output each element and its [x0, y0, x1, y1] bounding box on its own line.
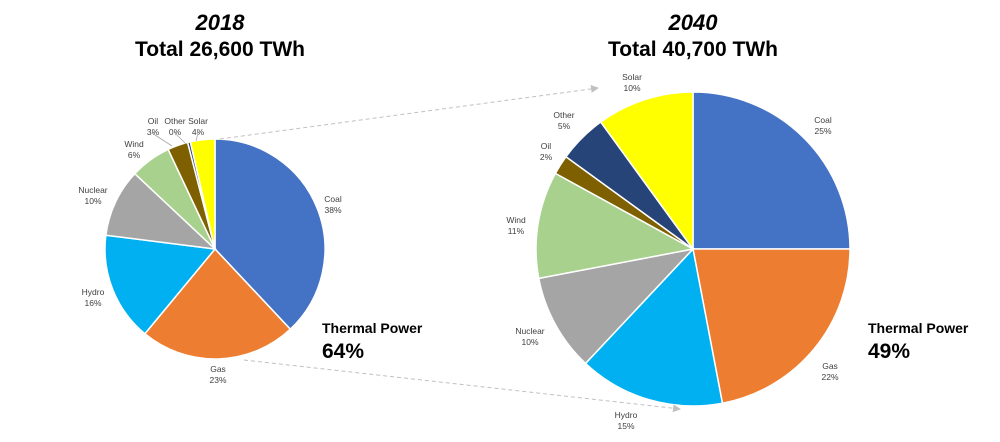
chart-2018-thermal-label: Thermal Power: [322, 320, 423, 336]
chart-2040-slice-coal: [692, 91, 851, 250]
chart-2040-label-oil: Oil: [541, 141, 552, 151]
chart-2040-slice-solar: [599, 91, 694, 252]
chart-2040-value-oil: 2%: [540, 152, 553, 162]
chart-2040-label-nuclear: Nuclear: [515, 326, 544, 336]
chart-2018-label-nuclear: Nuclear: [78, 185, 107, 195]
chart-2040-value-wind: 11%: [508, 226, 525, 236]
chart-2040-slice-wind: [535, 172, 696, 280]
chart-2040-value-hydro: 15%: [617, 421, 634, 431]
chart-2018-slice-gas: [143, 247, 292, 360]
chart-2018-label-solar: Solar: [188, 116, 208, 126]
chart-2040-slice-gas: [692, 248, 851, 405]
chart-2018-leader-oil: [151, 132, 173, 147]
chart-2018-label-coal: Coal: [324, 194, 342, 204]
chart-2018-value-coal: 38%: [324, 205, 341, 215]
chart-2018-value-solar: 4%: [192, 127, 205, 137]
chart-2040-label-gas: Gas: [822, 361, 838, 371]
chart-2018-slice-solar: [189, 138, 216, 250]
chart-2018-title: 2018: [195, 10, 245, 35]
chart-2040-thermal-value: 49%: [868, 340, 911, 363]
connector-line-top: [219, 84, 599, 140]
chart-2040-thermal-label: Thermal Power: [868, 320, 969, 336]
chart-2018-value-gas: 23%: [209, 375, 226, 385]
chart-2018-value-wind: 6%: [128, 150, 141, 160]
chart-2018-label-wind: Wind: [124, 139, 144, 149]
chart-2018-label-hydro: Hydro: [82, 287, 105, 297]
chart-2018-value-other: 0%: [169, 127, 182, 137]
chart-2040-label-coal: Coal: [814, 115, 832, 125]
chart-2018-label-oil: Oil: [148, 116, 159, 126]
chart-2018-value-oil: 3%: [147, 127, 160, 137]
chart-2040-label-solar: Solar: [622, 72, 642, 82]
chart-2018-leader-other: [174, 132, 187, 145]
chart-2018-label-gas: Gas: [210, 364, 226, 374]
chart-2040-value-coal: 25%: [814, 126, 831, 136]
chart-2040-label-wind: Wind: [506, 215, 526, 225]
chart-2018-total: Total 26,600 TWh: [135, 38, 305, 61]
chart-2040-total: Total 40,700 TWh: [608, 38, 778, 61]
chart-2018-thermal-value: 64%: [322, 340, 365, 363]
chart-2018-label-other: Other: [164, 116, 185, 126]
chart-2018-value-nuclear: 10%: [84, 196, 101, 206]
chart-2040-label-hydro: Hydro: [615, 410, 638, 420]
chart-2040-value-solar: 10%: [623, 83, 640, 93]
chart-2018-slice-hydro: [104, 234, 217, 335]
chart-2018-value-hydro: 16%: [84, 298, 101, 308]
chart-2040-title: 2040: [668, 10, 718, 35]
chart-2018-leader-solar: [195, 132, 199, 142]
connector-line-bottom: [243, 359, 681, 413]
chart-2018-slice-coal: [214, 138, 326, 331]
chart-2040-slice-hydro: [584, 247, 724, 407]
chart-2040-label-other: Other: [553, 110, 574, 120]
chart-2040-value-other: 5%: [558, 121, 571, 131]
chart-2040-value-gas: 22%: [821, 372, 838, 382]
chart-2040-slice-nuclear: [537, 247, 696, 365]
chart-2040-value-nuclear: 10%: [521, 337, 538, 347]
